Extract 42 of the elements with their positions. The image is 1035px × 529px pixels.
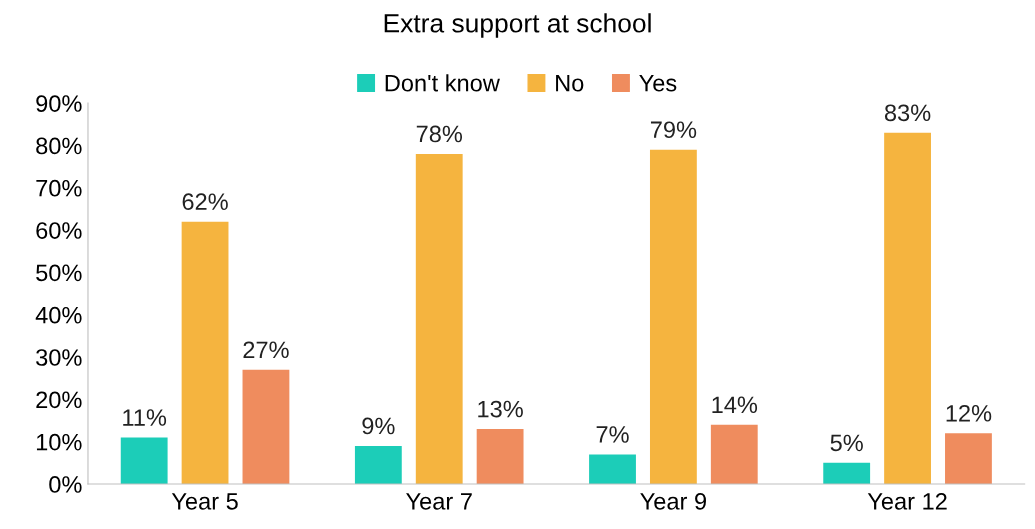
data-label: 62% [182,193,228,211]
y-tick-label: 30% [36,349,82,366]
y-tick-label: 60% [36,222,82,239]
legend-label: No [556,75,584,92]
bar [120,437,168,485]
data-label: 13% [478,400,523,418]
legend-label: Yes [639,75,677,92]
y-tick-label: 90% [36,95,82,112]
bar [415,153,463,485]
bar [823,462,871,485]
bar [589,454,636,485]
y-tick-label: 50% [36,264,82,282]
y-tick-label: 40% [35,306,82,324]
legend-label: Don't know [385,74,500,92]
data-label: 79% [650,121,697,139]
data-label: 78% [416,125,463,143]
data-label: 9% [362,417,395,435]
x-tick-label: Year 9 [640,492,706,510]
bar [884,132,931,485]
bar [242,369,290,485]
y-tick-label: 20% [36,391,82,409]
y-tick-label: 70% [36,179,82,197]
data-label: 11% [123,409,167,426]
y-tick-label: 80% [36,137,82,155]
bar [476,429,524,485]
x-tick-label: Year 12 [867,492,947,510]
data-label: 14% [712,396,758,414]
chart-title: Extra support at school [384,13,651,38]
x-tick-label: Year 7 [406,493,472,510]
bar [710,424,758,485]
x-tick-label: Year 5 [171,493,238,510]
data-label: 12% [946,404,992,422]
bar [945,433,992,485]
data-label: 5% [830,434,863,452]
bar [181,221,229,485]
bar [649,149,697,485]
bar [354,445,402,485]
y-tick-label: 0% [49,476,82,493]
data-label: 27% [243,341,289,359]
data-label: 83% [884,104,931,122]
y-tick-label: 10% [36,433,82,451]
data-label: 7% [596,426,629,443]
